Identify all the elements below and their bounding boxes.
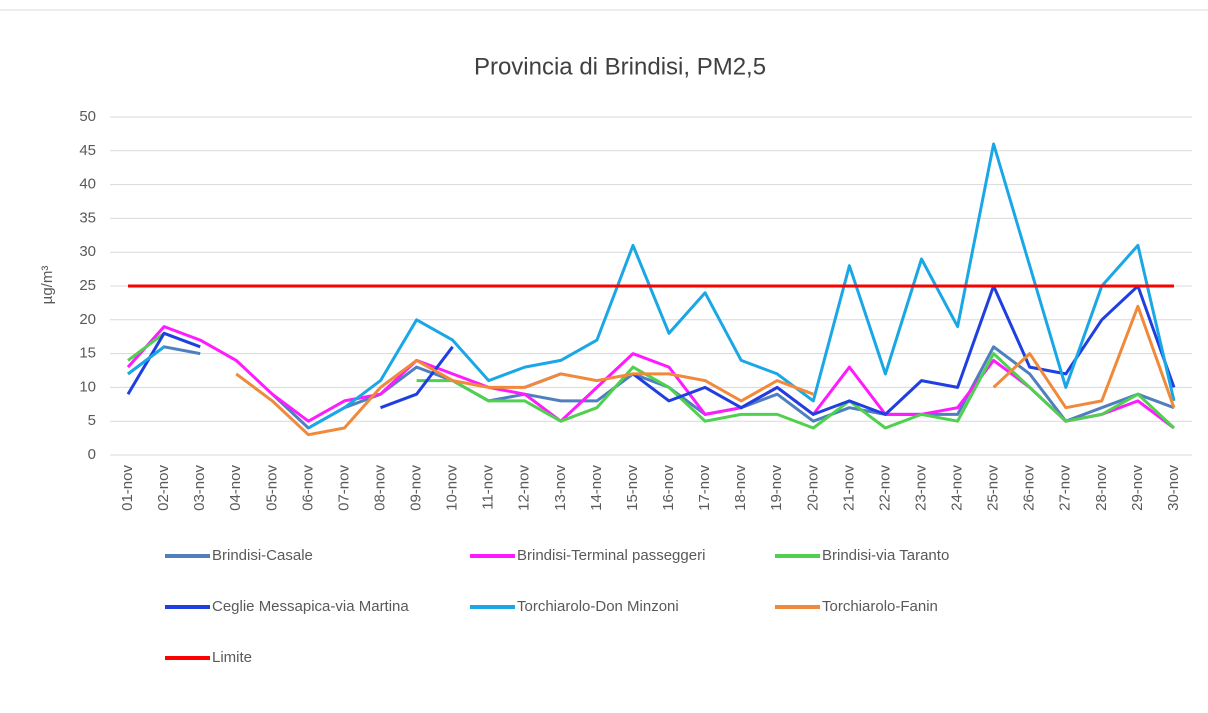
legend-label: Torchiarolo-Fanin [822, 598, 938, 615]
y-tick-label: 0 [88, 446, 96, 463]
x-tick-label: 27-nov [1057, 465, 1074, 511]
y-tick-label: 20 [79, 311, 96, 328]
y-axis-label: µg/m³ [39, 266, 56, 305]
x-tick-label: 24-nov [949, 465, 966, 511]
y-tick-label: 40 [79, 176, 96, 193]
x-tick-label: 28-nov [1093, 465, 1110, 511]
x-tick-label: 18-nov [732, 465, 749, 511]
chart-title: Provincia di Brindisi, PM2,5 [474, 53, 766, 80]
series-line [127, 332, 1176, 430]
x-tick-label: 17-nov [696, 465, 713, 511]
legend-label: Torchiarolo-Don Minzoni [517, 598, 679, 615]
x-tick-label: 09-nov [408, 465, 425, 511]
series-line [126, 284, 1176, 416]
legend-label: Brindisi-Casale [212, 547, 313, 564]
y-tick-label: 50 [79, 108, 96, 125]
legend-label: Limite [212, 649, 252, 666]
x-tick-label: 13-nov [552, 465, 569, 511]
x-tick-label: 19-nov [768, 465, 785, 511]
x-tick-label: 30-nov [1165, 465, 1182, 511]
legend-label: Brindisi-via Taranto [822, 547, 949, 564]
x-tick-label: 16-nov [660, 465, 677, 511]
x-tick-label: 12-nov [516, 465, 533, 511]
y-tick-label: 15 [79, 345, 96, 362]
y-tick-label: 5 [88, 412, 96, 429]
x-tick-label: 20-nov [804, 465, 821, 511]
x-tick-label: 15-nov [624, 465, 641, 511]
x-tick-label: 14-nov [588, 465, 605, 511]
series-line [127, 142, 1176, 430]
y-tick-label: 25 [79, 277, 96, 294]
y-tick-label: 45 [79, 142, 96, 159]
x-tick-label: 06-nov [299, 465, 316, 511]
x-tick-label: 03-nov [191, 465, 208, 511]
y-tick-label: 10 [79, 378, 96, 395]
x-tick-label: 10-nov [444, 465, 461, 511]
x-tick-label: 22-nov [876, 465, 893, 511]
x-tick-label: 07-nov [335, 465, 352, 511]
y-tick-label: 30 [79, 243, 96, 260]
x-tick-label: 23-nov [912, 465, 929, 511]
legend-label: Ceglie Messapica-via Martina [212, 598, 409, 615]
y-tick-label: 35 [79, 209, 96, 226]
x-tick-label: 21-nov [840, 465, 857, 511]
x-tick-label: 11-nov [480, 465, 497, 510]
x-tick-label: 26-nov [1021, 465, 1038, 511]
legend-label: Brindisi-Terminal passeggeri [517, 547, 705, 564]
x-tick-label: 08-nov [371, 465, 388, 511]
x-tick-label: 25-nov [985, 465, 1002, 511]
series-line [235, 304, 1176, 437]
x-tick-label: 01-nov [119, 465, 136, 511]
x-tick-label: 02-nov [155, 465, 172, 511]
x-tick-label: 04-nov [227, 465, 244, 511]
x-tick-label: 29-nov [1129, 465, 1146, 511]
series-line [126, 325, 1175, 430]
x-tick-label: 05-nov [263, 465, 280, 511]
